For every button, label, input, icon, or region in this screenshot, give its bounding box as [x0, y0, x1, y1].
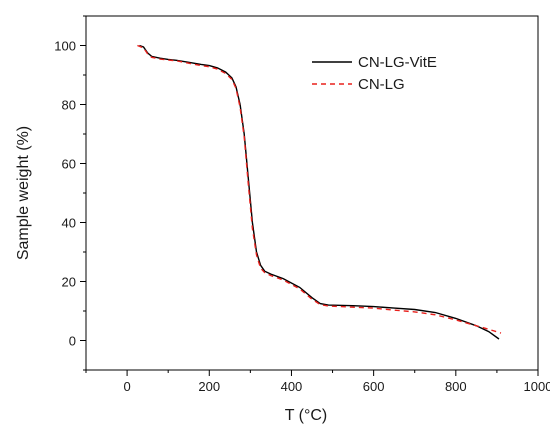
x-tick-label: 400	[281, 379, 303, 394]
plot-area	[137, 44, 502, 340]
y-tick-label: 100	[54, 39, 76, 54]
legend: CN-LG-VitE CN-LG	[312, 54, 437, 93]
y-tick-label: 40	[62, 216, 76, 231]
x-tick-label: 600	[363, 379, 385, 394]
x-tick-label: 0	[123, 379, 130, 394]
y-tick-label: 60	[62, 157, 76, 172]
y-axis-title: Sample weight (%)	[15, 126, 32, 260]
x-axis-title: T (°C)	[285, 407, 328, 424]
y-tick-label: 80	[62, 98, 76, 113]
x-tick-label: 200	[198, 379, 220, 394]
y-tick-label: 20	[62, 275, 76, 290]
x-tick-label: 1000	[524, 379, 550, 394]
axes: 0 200 400 600 800 1000 0 20 40 60 80 100	[54, 15, 550, 394]
y-tick-label: 0	[69, 334, 76, 349]
x-tick-label: 800	[445, 379, 467, 394]
series-line-cn-lg	[137, 44, 502, 334]
legend-label: CN-LG-VitE	[358, 54, 437, 71]
legend-label: CN-LG	[358, 76, 405, 93]
series-line-cn-lg-vite	[139, 44, 500, 340]
plot-frame	[85, 15, 539, 371]
